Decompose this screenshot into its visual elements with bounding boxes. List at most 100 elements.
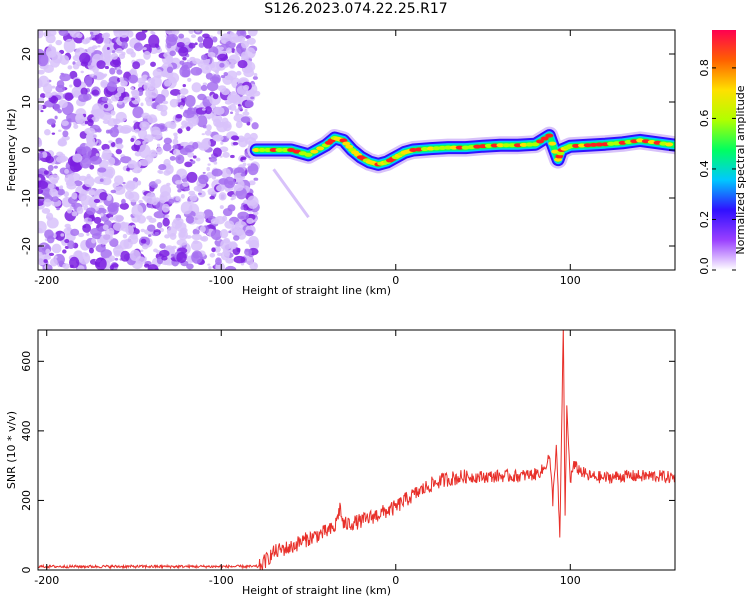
- noise-speckle: [223, 71, 229, 77]
- ridge-hotspot: [589, 142, 598, 147]
- noise-speckle: [120, 30, 128, 34]
- noise-speckle: [96, 60, 106, 69]
- spectrogram-ytick-label: 10: [20, 95, 33, 109]
- noise-speckle: [187, 77, 192, 82]
- ridge-hotspot: [555, 154, 564, 159]
- noise-speckle: [191, 82, 202, 93]
- ridge-hotspot: [583, 143, 592, 148]
- noise-speckle: [179, 60, 185, 65]
- noise-speckle: [103, 37, 110, 45]
- noise-speckle: [179, 88, 189, 95]
- noise-speckle: [178, 33, 185, 39]
- noise-speckle: [113, 250, 122, 257]
- noise-speckle: [198, 190, 206, 198]
- noise-speckle: [240, 156, 247, 161]
- noise-speckle: [176, 251, 187, 264]
- noise-speckle: [51, 196, 59, 203]
- snr-area: [38, 330, 675, 570]
- noise-speckle: [109, 216, 115, 221]
- noise-speckle: [223, 176, 236, 189]
- noise-speckle: [117, 100, 123, 105]
- noise-speckle: [216, 184, 225, 192]
- noise-speckle: [99, 178, 104, 182]
- noise-speckle: [69, 256, 80, 269]
- noise-speckle: [106, 195, 112, 202]
- noise-speckle: [192, 240, 199, 245]
- spectrogram-ytick-label: 20: [20, 47, 33, 61]
- ridge-hotspot: [540, 136, 549, 141]
- noise-speckle: [222, 151, 230, 158]
- noise-speckle: [188, 42, 196, 49]
- noise-speckle: [102, 148, 113, 160]
- noise-speckle: [58, 30, 69, 37]
- noise-speckle: [176, 41, 185, 48]
- noise-speckle: [90, 227, 102, 236]
- noise-speckle: [112, 222, 125, 232]
- noise-speckle: [102, 224, 109, 231]
- noise-speckle: [189, 56, 196, 62]
- noise-speckle: [220, 89, 225, 93]
- noise-speckle: [218, 192, 227, 201]
- noise-speckle: [152, 68, 163, 79]
- noise-speckle: [104, 65, 109, 70]
- noise-speckle: [211, 168, 223, 177]
- noise-speckle: [109, 126, 119, 138]
- noise-speckle: [89, 164, 95, 170]
- noise-speckle: [107, 156, 116, 166]
- noise-speckle: [164, 121, 176, 129]
- noise-speckle: [49, 258, 58, 267]
- noise-speckle: [162, 217, 170, 227]
- noise-speckle: [244, 47, 256, 59]
- noise-speckle: [188, 30, 194, 34]
- noise-speckle: [233, 255, 246, 264]
- colorbar-gradient: [712, 30, 736, 270]
- ridge-hotspot: [316, 146, 325, 151]
- snr-ylabel: SNR (10 * v/v): [5, 411, 18, 489]
- noise-speckle: [95, 244, 106, 253]
- noise-speckle: [228, 241, 238, 250]
- noise-speckle: [197, 192, 202, 196]
- noise-speckle: [142, 243, 149, 250]
- ridge-hotspot: [572, 143, 581, 148]
- noise-speckle: [180, 227, 188, 234]
- ridge-hotspot: [545, 133, 554, 138]
- noise-speckle: [82, 223, 92, 233]
- noise-speckle: [64, 92, 74, 101]
- noise-speckle: [180, 201, 193, 215]
- noise-speckle: [113, 214, 124, 223]
- ridge-hotspot: [479, 144, 488, 149]
- noise-speckle: [83, 118, 89, 121]
- ridge-hotspot: [438, 145, 447, 150]
- noise-speckle: [207, 51, 216, 58]
- noise-speckle: [53, 165, 58, 169]
- noise-speckle: [119, 202, 129, 210]
- ridge-hotspot: [519, 142, 528, 147]
- noise-speckle: [182, 56, 187, 61]
- noise-speckle: [156, 147, 163, 155]
- noise-speckle: [38, 104, 44, 111]
- noise-speckle: [231, 47, 236, 53]
- noise-speckle: [121, 41, 129, 49]
- noise-speckle: [140, 249, 144, 252]
- noise-speckle: [78, 252, 91, 265]
- noise-speckle: [91, 45, 98, 50]
- noise-speckle: [51, 85, 56, 89]
- ridge-hotspot: [339, 138, 348, 143]
- noise-speckle: [38, 97, 45, 103]
- noise-speckle: [172, 144, 179, 150]
- noise-speckle: [244, 248, 253, 256]
- noise-speckle: [220, 141, 224, 145]
- ridge-hotspot: [508, 143, 517, 148]
- noise-speckle: [113, 30, 121, 34]
- noise-speckle: [121, 51, 126, 56]
- noise-speckle: [173, 132, 178, 137]
- noise-speckle: [242, 162, 247, 167]
- noise-speckle: [174, 135, 178, 140]
- noise-speckle: [131, 224, 136, 228]
- noise-speckle: [91, 238, 97, 244]
- noise-speckle: [247, 163, 251, 166]
- noise-speckle: [252, 76, 258, 80]
- noise-speckle: [231, 229, 241, 237]
- noise-speckle: [38, 177, 42, 181]
